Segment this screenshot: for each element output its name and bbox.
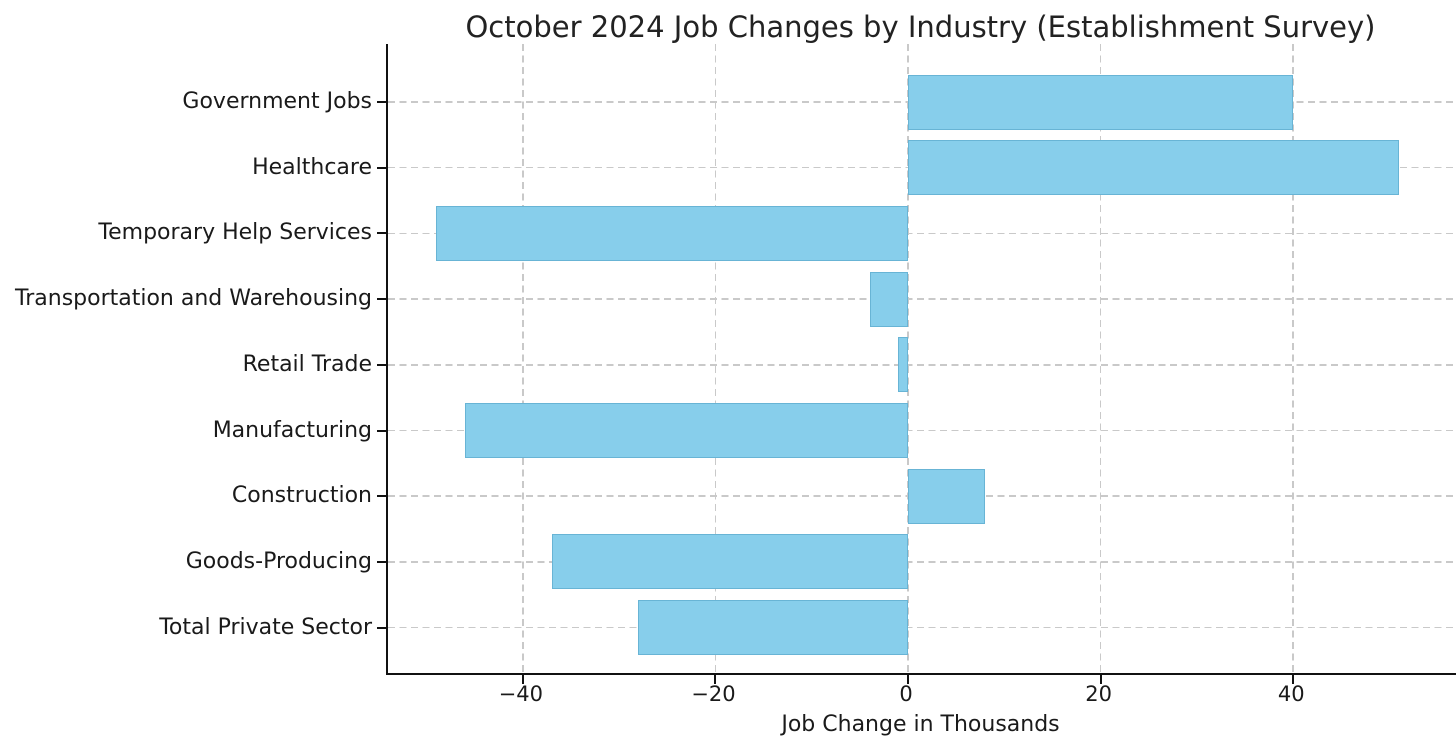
y-tick-mark-government-jobs	[377, 101, 386, 103]
y-tick-label-healthcare: Healthcare	[252, 154, 372, 180]
y-tick-mark-transportation-and-warehousing	[377, 298, 386, 301]
y-tick-label-government-jobs: Government Jobs	[182, 89, 372, 114]
x-tick-label-20: 20	[1085, 682, 1113, 706]
y-tick-label-goods-producing: Goods-Producing	[185, 548, 372, 574]
gridline-x--20	[714, 44, 717, 673]
bar-manufacturing	[465, 403, 909, 458]
y-tick-mark-construction	[377, 495, 386, 498]
gridline-y-total-private-sector	[388, 626, 1456, 629]
y-tick-label-manufacturing: Manufacturing	[212, 417, 372, 443]
x-tick-label--20: −20	[691, 682, 736, 706]
gridline-x-40	[1292, 44, 1295, 673]
gridline-y-goods-producing	[388, 561, 1456, 563]
x-tick-label-40: 40	[1277, 682, 1305, 706]
bar-total-private-sector	[638, 600, 909, 656]
gridline-y-retail-trade	[388, 364, 1456, 366]
gridline-y-temporary-help-services	[388, 232, 1456, 235]
y-tick-mark-healthcare	[377, 166, 386, 169]
bar-transportation-and-warehousing	[869, 271, 909, 327]
x-axis-label: Job Change in Thousands	[781, 712, 1060, 737]
y-tick-label-construction: Construction	[231, 483, 372, 509]
x-tick-mark-20	[1099, 675, 1102, 684]
bar-healthcare	[908, 140, 1400, 196]
bar-retail-trade	[898, 337, 909, 393]
y-tick-mark-temporary-help-services	[377, 232, 386, 235]
gridline-x-20	[1099, 44, 1102, 673]
plot-area	[377, 44, 1456, 684]
bar-temporary-help-services	[436, 205, 909, 261]
y-tick-label-temporary-help-services: Temporary Help Services	[98, 220, 372, 246]
gridline-y-transportation-and-warehousing	[388, 298, 1456, 300]
gridline-x--40	[522, 44, 524, 673]
bar-goods-producing	[551, 534, 909, 590]
gridline-y-manufacturing	[388, 429, 1456, 432]
chart-title: October 2024 Job Changes by Industry (Es…	[465, 10, 1376, 44]
y-axis-category-labels: Government Jobs Healthcare Temporary Help …	[0, 44, 372, 673]
x-tick-mark--20	[714, 675, 717, 684]
y-tick-label-retail-trade: Retail Trade	[242, 351, 372, 377]
y-tick-label-total-private-sector: Total Private Sector	[159, 614, 372, 640]
x-tick-mark-40	[1292, 675, 1295, 684]
y-tick-mark-manufacturing	[377, 429, 386, 432]
x-tick-mark--40	[521, 675, 524, 684]
bar-government-jobs	[908, 74, 1294, 130]
gridline-x-0	[907, 44, 909, 673]
y-tick-label-transportation-and-warehousing: Transportation and Warehousing	[15, 286, 372, 312]
y-tick-mark-goods-producing	[377, 560, 386, 563]
y-tick-mark-total-private-sector	[377, 626, 386, 629]
bar-construction	[908, 468, 986, 524]
x-tick-mark-0	[907, 675, 910, 684]
x-tick-label--40: −40	[498, 682, 543, 706]
x-tick-label-0: 0	[899, 682, 913, 706]
y-tick-mark-retail-trade	[377, 363, 386, 366]
